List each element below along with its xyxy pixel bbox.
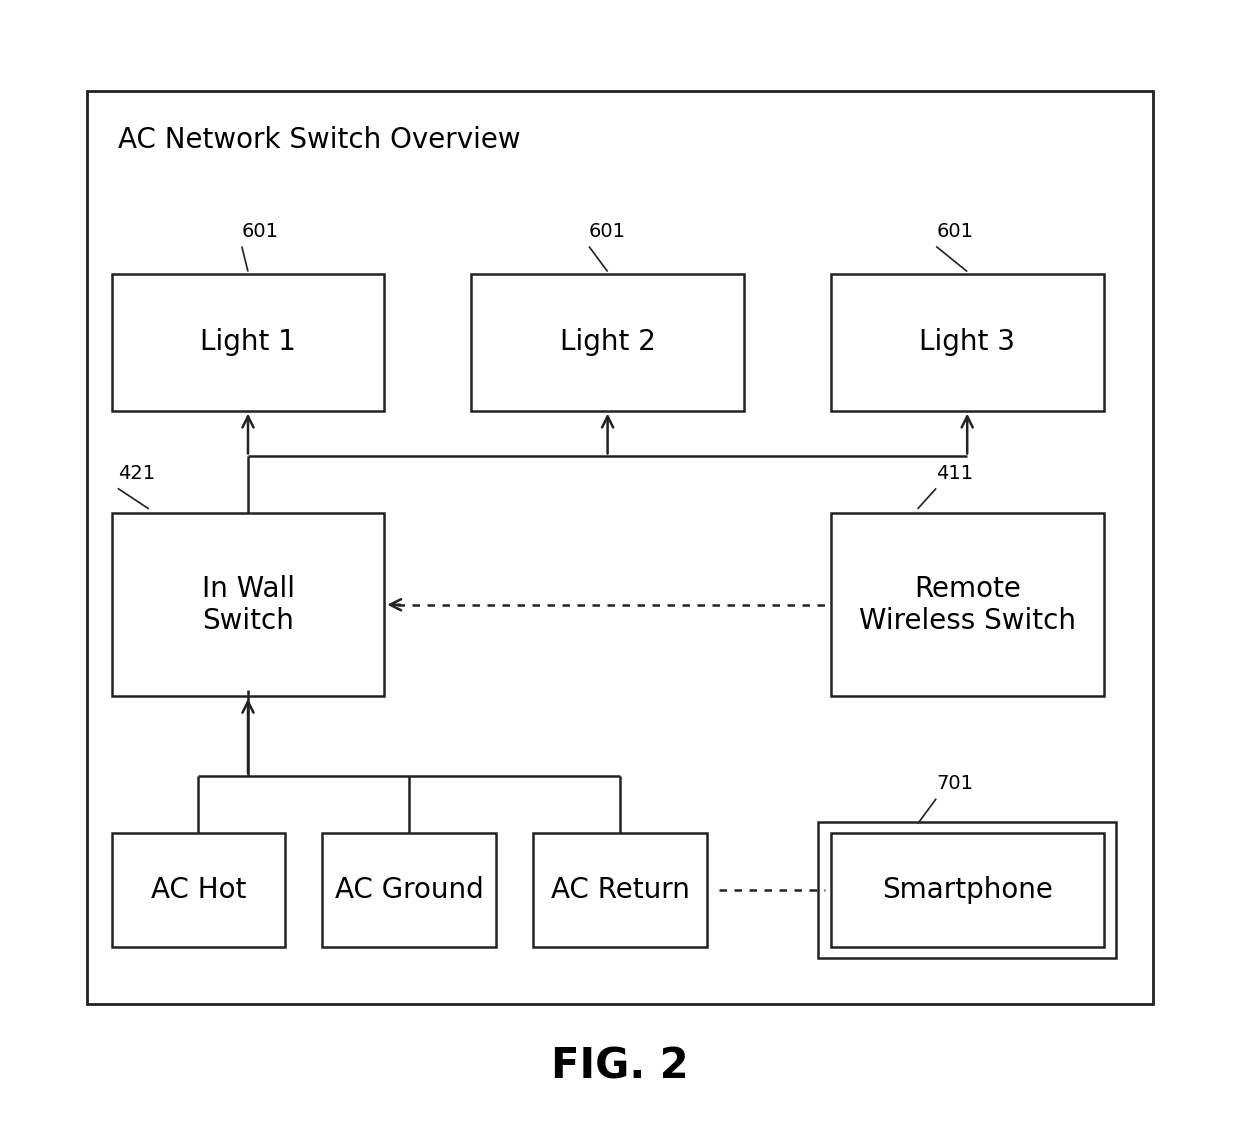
Text: Smartphone: Smartphone (882, 876, 1053, 904)
Text: 601: 601 (242, 221, 279, 241)
Text: Light 1: Light 1 (200, 329, 296, 356)
Text: Remote
Wireless Switch: Remote Wireless Switch (858, 575, 1076, 634)
Bar (831, 274, 1104, 411)
Bar (831, 833, 1104, 947)
Bar (818, 822, 1116, 958)
Text: AC Ground: AC Ground (335, 876, 484, 904)
Text: AC Hot: AC Hot (151, 876, 246, 904)
Text: 701: 701 (936, 774, 973, 793)
Bar (112, 274, 384, 411)
Text: AC Network Switch Overview: AC Network Switch Overview (118, 126, 521, 154)
Text: 421: 421 (118, 463, 155, 483)
Text: 601: 601 (589, 221, 626, 241)
Bar (112, 833, 285, 947)
Text: FIG. 2: FIG. 2 (552, 1046, 688, 1087)
Text: Light 3: Light 3 (919, 329, 1016, 356)
Bar (87, 91, 1153, 1004)
Bar (322, 833, 496, 947)
Text: AC Return: AC Return (551, 876, 689, 904)
Text: 411: 411 (936, 463, 973, 483)
Bar (471, 274, 744, 411)
Text: Light 2: Light 2 (559, 329, 656, 356)
Bar (533, 833, 707, 947)
Bar (831, 513, 1104, 696)
Text: In Wall
Switch: In Wall Switch (201, 575, 295, 634)
Text: 601: 601 (936, 221, 973, 241)
Bar (112, 513, 384, 696)
